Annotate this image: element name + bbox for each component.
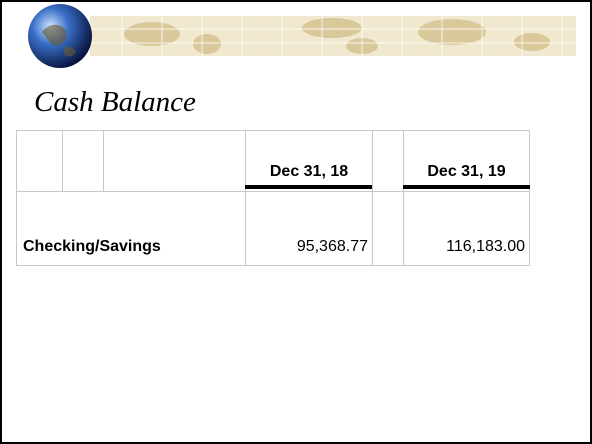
empty-cell: [372, 191, 404, 266]
banner: [28, 4, 576, 68]
column-header: Dec 31, 18: [245, 130, 373, 192]
empty-cell: [16, 130, 63, 192]
empty-cell: [103, 130, 246, 192]
cell-value: 95,368.77: [245, 191, 373, 266]
slide-title: Cash Balance: [34, 86, 196, 118]
empty-cell: [62, 130, 104, 192]
row-label: Checking/Savings: [16, 191, 246, 266]
cell-value: 116,183.00: [403, 191, 530, 266]
column-header: Dec 31, 19: [403, 130, 530, 192]
empty-cell: [372, 130, 404, 192]
